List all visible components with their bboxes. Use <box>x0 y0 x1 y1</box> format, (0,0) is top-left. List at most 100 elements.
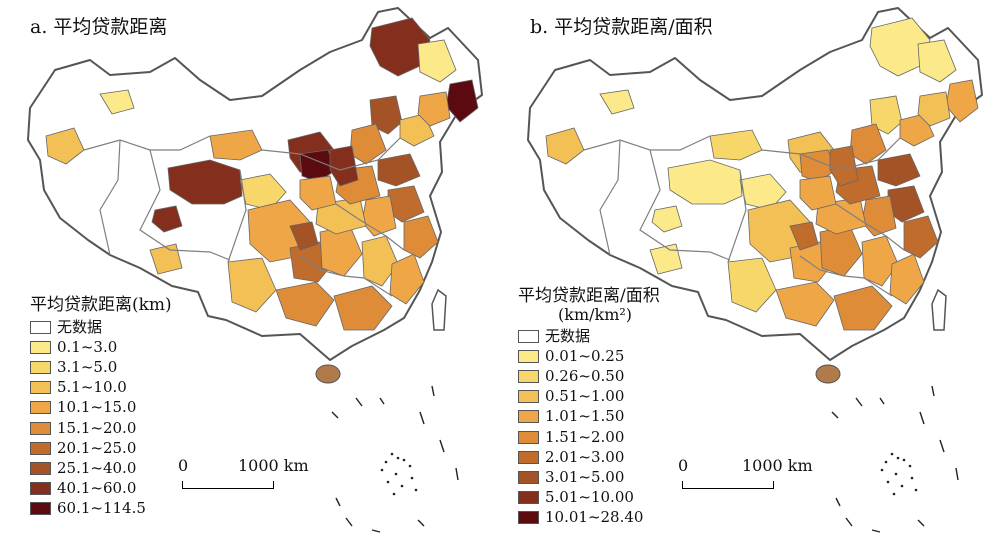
legend-swatch <box>30 461 51 475</box>
region-guangxi <box>275 281 335 327</box>
region-neimenggu-east <box>369 17 431 77</box>
region-shandong <box>877 153 921 187</box>
legend-title: 平均贷款距离(km) <box>30 295 172 315</box>
scale-bar-line <box>182 481 274 489</box>
legend-items: 无数据 0.1~3.0 3.1~5.0 5.1~10.0 10.1~15.0 1… <box>30 317 172 519</box>
taiwan-island <box>931 288 947 331</box>
legend-swatch <box>518 349 539 363</box>
region-tibet-west <box>151 205 183 233</box>
legend-swatch <box>30 502 51 516</box>
region-chongqing <box>789 221 819 251</box>
legend-swatch <box>518 430 539 444</box>
legend: 平均贷款距离(km) 无数据 0.1~3.0 3.1~5.0 5.1~10.0 … <box>30 296 172 519</box>
legend-item-class-5: 15.1~20.0 <box>30 418 172 438</box>
panel-title: a. 平均贷款距离 <box>30 16 168 38</box>
legend-label: 60.1~114.5 <box>57 499 146 518</box>
legend-item-class-2: 3.1~5.0 <box>30 357 172 377</box>
map-panel-loan-distance-per-area: b. 平均贷款距离/面积 平均贷款距离/面积 (km/km²) 无数据 0.01… <box>500 0 1000 537</box>
map-panel-average-loan-distance: a. 平均贷款距离 平均贷款距离(km) 无数据 0.1~3.0 3.1~5.0… <box>27 7 483 533</box>
region-guangxi <box>775 281 835 327</box>
legend-unit: (km/km²) <box>558 305 633 324</box>
legend-swatch <box>518 390 539 404</box>
region-yunnan <box>227 257 277 313</box>
taiwan-island <box>431 288 447 331</box>
legend-label: 40.1~60.0 <box>57 479 137 498</box>
legend-item-class-9: 60.1~114.5 <box>30 499 172 519</box>
legend-title: 平均贷款距离/面积 <box>518 286 660 306</box>
legend-label: 无数据 <box>57 317 103 336</box>
scale-bar-zero: 0 <box>178 456 189 475</box>
region-tibet-north <box>667 159 743 205</box>
legend-swatch <box>30 320 51 334</box>
legend-item-class-7: 3.01~5.00 <box>518 467 660 487</box>
legend-swatch <box>518 511 539 525</box>
china-map <box>527 7 983 533</box>
legend-label: 3.1~5.0 <box>57 357 118 376</box>
legend-item-class-3: 0.51~1.00 <box>518 387 660 407</box>
legend-items: 无数据 0.01~0.25 0.26~0.50 0.51~1.00 1.01~1… <box>518 326 660 528</box>
region-shanxi <box>829 145 859 187</box>
legend-label: 5.1~10.0 <box>57 378 127 397</box>
region-guangdong <box>333 285 393 331</box>
region-jilin <box>417 91 451 127</box>
region-xinjiang-west <box>545 127 585 165</box>
legend-label: 0.26~0.50 <box>545 366 625 385</box>
legend-swatch <box>30 360 51 374</box>
legend-item-no-data: 无数据 <box>518 326 660 346</box>
region-chongqing <box>289 221 319 251</box>
region-fujian <box>389 253 425 305</box>
scale-bar-zero: 0 <box>678 456 689 475</box>
region-shaanxi <box>299 175 337 211</box>
region-zhejiang <box>403 215 439 259</box>
legend-label: 无数据 <box>545 326 591 345</box>
legend-item-class-4: 1.01~1.50 <box>518 407 660 427</box>
region-xinjiang-west <box>45 127 85 165</box>
region-shanxi <box>329 145 359 187</box>
legend-swatch <box>518 491 539 505</box>
region-zhejiang <box>903 215 939 259</box>
region-heilongjiang-west <box>917 39 957 83</box>
region-neimenggu-ne <box>369 95 403 135</box>
region-jiangxi <box>861 235 899 287</box>
legend-item-class-6: 20.1~25.0 <box>30 438 172 458</box>
legend-label: 10.01~28.40 <box>545 508 644 527</box>
region-yunnan <box>727 257 777 313</box>
legend-item-class-6: 2.01~3.00 <box>518 447 660 467</box>
legend-label: 10.1~15.0 <box>57 398 137 417</box>
legend-swatch <box>518 329 539 343</box>
legend-label: 2.01~3.00 <box>545 447 625 466</box>
region-jiangxi <box>361 235 399 287</box>
legend-item-class-5: 1.51~2.00 <box>518 427 660 447</box>
prefecture-regions <box>45 17 479 331</box>
legend-swatch <box>30 401 51 415</box>
region-xinjiang-south <box>149 243 183 275</box>
region-jilin <box>917 91 951 127</box>
prefecture-regions <box>545 17 979 331</box>
region-tibet-west <box>651 205 683 233</box>
legend-item-class-4: 10.1~15.0 <box>30 398 172 418</box>
legend-label: 5.01~10.00 <box>545 488 634 507</box>
legend-swatch <box>518 450 539 464</box>
legend-item-no-data: 无数据 <box>30 317 172 337</box>
province-boundaries <box>583 135 905 297</box>
region-tibet-north <box>167 159 243 205</box>
legend-label: 15.1~20.0 <box>57 418 137 437</box>
region-xinjiang-north <box>99 89 135 115</box>
legend-item-class-7: 25.1~40.0 <box>30 458 172 478</box>
scale-bar: 0 1000 km <box>678 456 813 496</box>
legend-item-class-2: 0.26~0.50 <box>518 366 660 386</box>
legend-swatch <box>30 441 51 455</box>
legend-label: 0.01~0.25 <box>545 346 625 365</box>
legend-swatch <box>30 421 51 435</box>
panel-title: b. 平均贷款距离/面积 <box>530 16 713 38</box>
legend-label: 0.1~3.0 <box>57 337 118 356</box>
region-xinjiang-north <box>599 89 635 115</box>
legend-swatch <box>30 340 51 354</box>
region-gansu <box>709 129 763 161</box>
legend-swatch <box>518 470 539 484</box>
legend-label: 3.01~5.00 <box>545 467 625 486</box>
legend-swatch <box>518 410 539 424</box>
south-china-sea-inset <box>831 385 959 533</box>
region-guangdong <box>833 285 893 331</box>
region-xinjiang-south <box>649 243 683 275</box>
